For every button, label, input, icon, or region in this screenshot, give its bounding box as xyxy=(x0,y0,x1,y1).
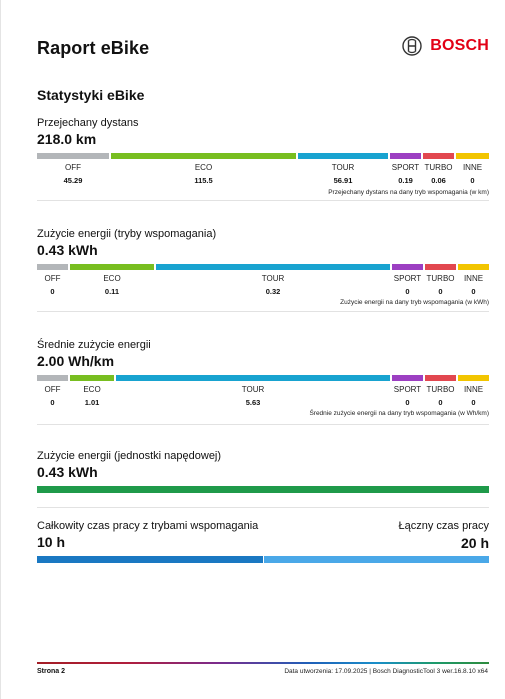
assist-time-fill xyxy=(37,556,263,563)
energy-val-turbo: 0 xyxy=(438,287,443,296)
energy-val-eco: 0.11 xyxy=(104,287,120,296)
energy-seg-eco xyxy=(70,264,154,270)
avg-val-inne: 0 xyxy=(471,398,476,407)
energy-block: Zużycie energii (tryby wspomagania) 0.43… xyxy=(37,228,489,310)
page-number: Strona 2 xyxy=(37,668,66,675)
distance-mode-tour: TOUR xyxy=(331,163,355,172)
avg-seg-turbo xyxy=(425,375,456,381)
distance-seg-off xyxy=(37,153,109,159)
energy-mode-sport: SPORT xyxy=(393,274,422,283)
avg-val-tour: 5.63 xyxy=(245,398,261,407)
avg-energy-mode-bar xyxy=(37,375,489,381)
avg-seg-off xyxy=(37,375,68,381)
assist-time-value: 10 h xyxy=(37,534,66,550)
avg-energy-label: Średnie zużycie energii xyxy=(37,339,151,351)
distance-label: Przejechany dystans xyxy=(37,117,139,129)
energy-seg-inne xyxy=(458,264,489,270)
total-time-label: Łączny czas pracy xyxy=(398,520,489,532)
operating-time-bar xyxy=(37,556,489,563)
footer-info: Data utworzenia: 17.09.2025 | Bosch Diag… xyxy=(284,668,488,675)
avg-seg-eco xyxy=(70,375,114,381)
drive-unit-block: Zużycie energii (jednostki napędowej) 0.… xyxy=(37,450,489,480)
report-header: Raport eBike BOSCH xyxy=(37,36,489,60)
section-title: Statystyki eBike xyxy=(37,87,145,103)
energy-seg-off xyxy=(37,264,68,270)
energy-note: Zużycie energii na dany tryb wspomagania… xyxy=(340,299,489,306)
assist-time-label: Całkowity czas pracy z trybami wspomagan… xyxy=(37,520,259,532)
drive-unit-value: 0.43 kWh xyxy=(37,464,98,480)
avg-val-off: 0 xyxy=(50,398,55,407)
total-time-value: 20 h xyxy=(460,535,489,551)
avg-energy-note: Średnie zużycie energii na dany tryb wsp… xyxy=(309,410,489,417)
distance-seg-eco xyxy=(111,153,296,159)
bosch-armature-icon xyxy=(402,36,422,56)
avg-val-sport: 0 xyxy=(405,398,410,407)
avg-mode-sport: SPORT xyxy=(393,385,422,394)
energy-value: 0.43 kWh xyxy=(37,242,98,258)
energy-seg-tour xyxy=(156,264,390,270)
distance-note: Przejechany dystans na dany tryb wspomag… xyxy=(328,189,489,196)
energy-mode-eco: ECO xyxy=(103,274,121,283)
brand-name: BOSCH xyxy=(430,37,489,54)
energy-seg-sport xyxy=(392,264,423,270)
energy-val-inne: 0 xyxy=(471,287,476,296)
divider xyxy=(37,311,489,312)
avg-energy-block: Średnie zużycie energii 2.00 Wh/km OFF E… xyxy=(37,339,489,421)
distance-seg-inne xyxy=(456,153,489,159)
distance-val-tour: 56.91 xyxy=(333,176,353,185)
avg-seg-inne xyxy=(458,375,489,381)
avg-val-eco: 1.01 xyxy=(84,398,100,407)
distance-val-turbo: 0.06 xyxy=(431,176,446,185)
distance-val-inne: 0 xyxy=(470,176,475,185)
footer-gradient-bar xyxy=(37,662,489,664)
distance-mode-bar xyxy=(37,153,489,159)
distance-val-eco: 115.5 xyxy=(194,176,213,185)
avg-mode-inne: INNE xyxy=(463,385,484,394)
distance-seg-sport xyxy=(390,153,421,159)
avg-mode-eco: ECO xyxy=(83,385,101,394)
energy-mode-bar xyxy=(37,264,489,270)
avg-mode-tour: TOUR xyxy=(241,385,265,394)
energy-mode-off: OFF xyxy=(44,274,61,283)
energy-mode-turbo: TURBO xyxy=(426,274,455,283)
energy-seg-turbo xyxy=(425,264,456,270)
divider xyxy=(37,200,489,201)
avg-seg-sport xyxy=(392,375,423,381)
distance-mode-turbo: TURBO xyxy=(424,163,453,172)
energy-val-tour: 0.32 xyxy=(265,287,281,296)
avg-energy-value: 2.00 Wh/km xyxy=(37,353,115,369)
energy-val-off: 0 xyxy=(50,287,55,296)
distance-mode-sport: SPORT xyxy=(391,163,420,172)
avg-val-turbo: 0 xyxy=(438,398,443,407)
avg-seg-tour xyxy=(116,375,390,381)
distance-value: 218.0 km xyxy=(37,131,97,147)
total-time-fill xyxy=(264,556,489,563)
distance-mode-eco: ECO xyxy=(194,163,213,172)
energy-label: Zużycie energii (tryby wspomagania) xyxy=(37,228,217,240)
energy-val-sport: 0 xyxy=(405,287,410,296)
energy-mode-inne: INNE xyxy=(463,274,484,283)
distance-seg-turbo xyxy=(423,153,454,159)
divider xyxy=(37,424,489,425)
distance-mode-off: OFF xyxy=(65,163,81,172)
drive-unit-label: Zużycie energii (jednostki napędowej) xyxy=(37,450,222,462)
distance-val-off: 45.29 xyxy=(63,176,83,185)
distance-mode-inne: INNE xyxy=(462,163,483,172)
distance-val-sport: 0.19 xyxy=(398,176,413,185)
divider xyxy=(37,507,489,508)
distance-block: Przejechany dystans 218.0 km OFF ECO TOU… xyxy=(37,117,489,199)
distance-seg-tour xyxy=(298,153,388,159)
operating-time-block: Całkowity czas pracy z trybami wspomagan… xyxy=(37,520,489,551)
bosch-logo: BOSCH xyxy=(402,36,489,56)
drive-unit-bar xyxy=(37,486,489,493)
avg-mode-off: OFF xyxy=(44,385,61,394)
energy-mode-tour: TOUR xyxy=(261,274,285,283)
page-title: Raport eBike xyxy=(37,38,150,58)
avg-mode-turbo: TURBO xyxy=(426,385,455,394)
